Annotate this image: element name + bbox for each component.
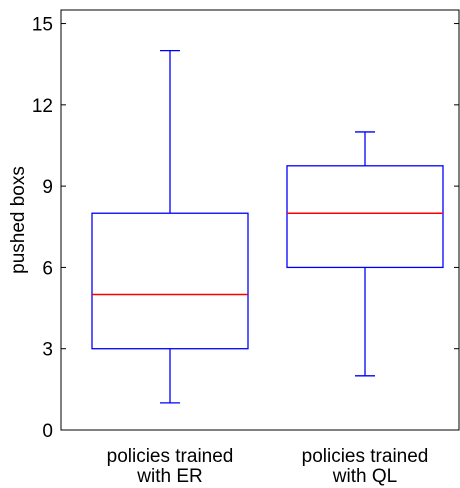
plot-border	[60, 9, 460, 431]
x-category-label: policies trained with QL	[302, 446, 429, 487]
y-axis-title: pushed boxs	[8, 166, 29, 274]
y-axis: 0 3 6 9 12 15	[32, 15, 459, 442]
x-axis: policies trained with ER policies trained w…	[107, 446, 429, 487]
y-tick-label: 0	[42, 421, 53, 442]
plot-area	[60, 9, 460, 431]
y-tick-label: 9	[42, 177, 53, 198]
y-tick-label: 15	[32, 15, 53, 36]
y-tick-label: 12	[32, 96, 53, 117]
iqr-box	[286, 165, 444, 269]
box-1	[91, 49, 249, 404]
box-series	[91, 49, 444, 404]
box-2	[286, 131, 444, 377]
iqr-box	[91, 212, 249, 350]
y-tick-label: 6	[42, 258, 53, 279]
x-category-label: policies trained with ER	[107, 446, 234, 487]
y-tick-label: 3	[42, 340, 53, 361]
